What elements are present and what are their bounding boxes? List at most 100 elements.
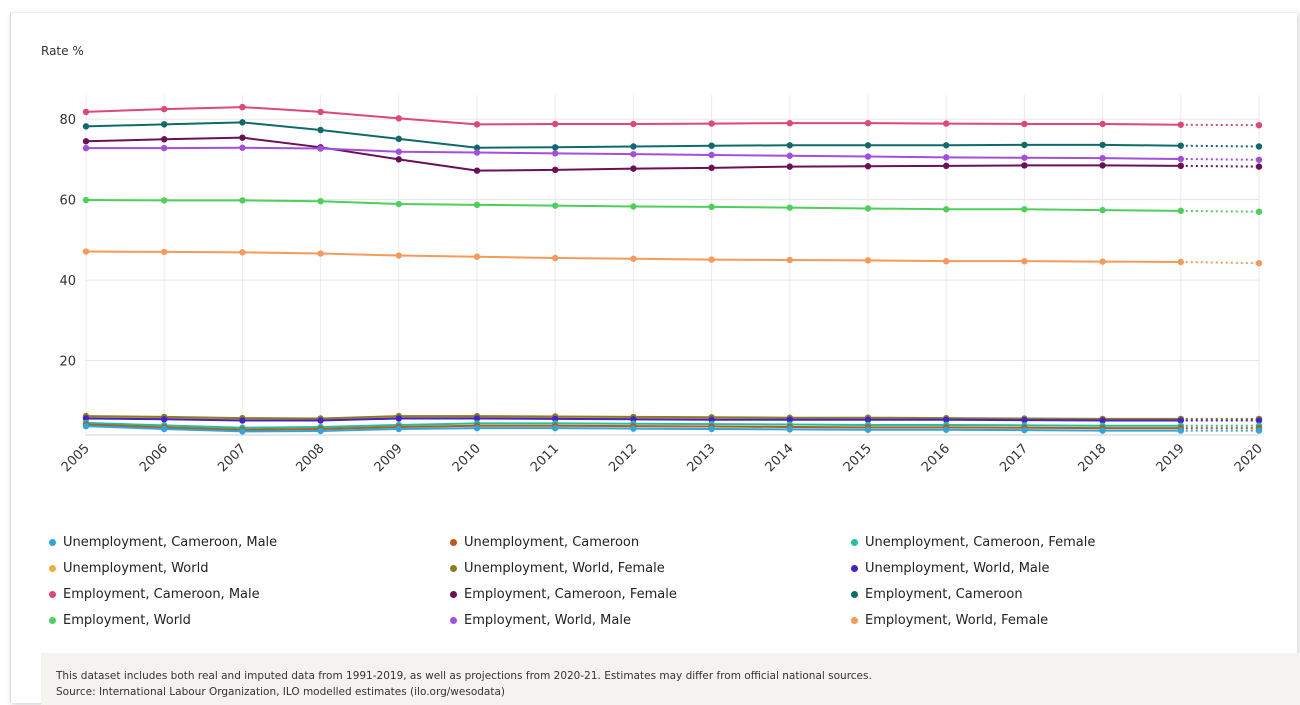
data-point[interactable] [83, 197, 89, 203]
data-point[interactable] [317, 198, 323, 204]
data-point[interactable] [630, 256, 636, 262]
data-point[interactable] [161, 136, 167, 142]
data-point[interactable] [943, 142, 949, 148]
legend-item[interactable]: Unemployment, World [49, 559, 450, 578]
data-point[interactable] [239, 104, 245, 110]
data-point[interactable] [630, 151, 636, 157]
legend-item[interactable]: Unemployment, World, Male [851, 559, 1252, 578]
data-point[interactable] [865, 205, 871, 211]
data-point[interactable] [708, 152, 714, 158]
data-point[interactable] [1099, 258, 1105, 264]
legend-item[interactable]: Unemployment, World, Female [450, 559, 851, 578]
data-point[interactable] [708, 165, 714, 171]
data-point[interactable] [943, 258, 949, 264]
data-point[interactable] [943, 154, 949, 160]
data-point[interactable] [787, 153, 793, 159]
data-point[interactable] [1021, 155, 1027, 161]
data-point[interactable] [83, 123, 89, 129]
data-point[interactable] [83, 138, 89, 144]
data-point[interactable] [865, 153, 871, 159]
data-point[interactable] [708, 256, 714, 262]
data-point[interactable] [239, 417, 245, 423]
data-point[interactable] [552, 121, 558, 127]
data-point[interactable] [1256, 122, 1262, 128]
data-point[interactable] [239, 134, 245, 140]
data-point[interactable] [83, 145, 89, 151]
data-point[interactable] [474, 202, 480, 208]
data-point[interactable] [787, 204, 793, 210]
data-point[interactable] [865, 257, 871, 263]
data-point[interactable] [552, 202, 558, 208]
legend-item[interactable]: Unemployment, Cameroon, Male [49, 533, 450, 552]
data-point[interactable] [552, 425, 558, 431]
data-point[interactable] [630, 143, 636, 149]
legend-item[interactable]: Employment, Cameroon, Male [49, 585, 450, 604]
data-point[interactable] [474, 425, 480, 431]
data-point[interactable] [83, 423, 89, 429]
data-point[interactable] [865, 427, 871, 433]
data-point[interactable] [396, 252, 402, 258]
data-point[interactable] [943, 206, 949, 212]
data-point[interactable] [1021, 258, 1027, 264]
data-point[interactable] [708, 426, 714, 432]
data-point[interactable] [1178, 122, 1184, 128]
legend-item[interactable]: Employment, World, Female [851, 611, 1252, 630]
data-point[interactable] [161, 121, 167, 127]
data-point[interactable] [317, 109, 323, 115]
data-point[interactable] [474, 167, 480, 173]
data-point[interactable] [396, 415, 402, 421]
data-point[interactable] [317, 127, 323, 133]
legend-item[interactable]: Employment, Cameroon, Female [450, 585, 851, 604]
data-point[interactable] [1178, 427, 1184, 433]
data-point[interactable] [1178, 156, 1184, 162]
data-point[interactable] [396, 136, 402, 142]
data-point[interactable] [552, 150, 558, 156]
legend-item[interactable]: Employment, World, Male [450, 611, 851, 630]
data-point[interactable] [1256, 157, 1262, 163]
data-point[interactable] [161, 416, 167, 422]
data-point[interactable] [317, 417, 323, 423]
data-point[interactable] [161, 249, 167, 255]
data-point[interactable] [161, 145, 167, 151]
data-point[interactable] [1178, 259, 1184, 265]
data-point[interactable] [943, 120, 949, 126]
legend-item[interactable]: Employment, Cameroon [851, 585, 1252, 604]
data-point[interactable] [317, 145, 323, 151]
data-point[interactable] [1256, 260, 1262, 266]
data-point[interactable] [317, 428, 323, 434]
data-point[interactable] [1178, 142, 1184, 148]
data-point[interactable] [317, 250, 323, 256]
data-point[interactable] [474, 149, 480, 155]
data-point[interactable] [630, 121, 636, 127]
data-point[interactable] [161, 197, 167, 203]
data-point[interactable] [161, 106, 167, 112]
data-point[interactable] [1256, 208, 1262, 214]
data-point[interactable] [1021, 142, 1027, 148]
data-point[interactable] [239, 145, 245, 151]
data-point[interactable] [1099, 121, 1105, 127]
data-point[interactable] [787, 426, 793, 432]
data-point[interactable] [630, 203, 636, 209]
data-point[interactable] [1099, 155, 1105, 161]
legend-item[interactable]: Employment, World [49, 611, 450, 630]
data-point[interactable] [1256, 143, 1262, 149]
legend-item[interactable]: Unemployment, Cameroon, Female [851, 533, 1252, 552]
data-point[interactable] [943, 163, 949, 169]
data-point[interactable] [552, 255, 558, 261]
legend-item[interactable]: Unemployment, Cameroon [450, 533, 851, 552]
data-point[interactable] [83, 109, 89, 115]
data-point[interactable] [787, 120, 793, 126]
data-point[interactable] [943, 427, 949, 433]
data-point[interactable] [396, 149, 402, 155]
data-point[interactable] [1178, 208, 1184, 214]
data-point[interactable] [396, 201, 402, 207]
data-point[interactable] [474, 254, 480, 260]
data-point[interactable] [396, 115, 402, 121]
data-point[interactable] [1256, 163, 1262, 169]
data-point[interactable] [630, 165, 636, 171]
data-point[interactable] [83, 248, 89, 254]
data-point[interactable] [239, 197, 245, 203]
data-point[interactable] [1256, 427, 1262, 433]
data-point[interactable] [239, 119, 245, 125]
data-point[interactable] [865, 120, 871, 126]
